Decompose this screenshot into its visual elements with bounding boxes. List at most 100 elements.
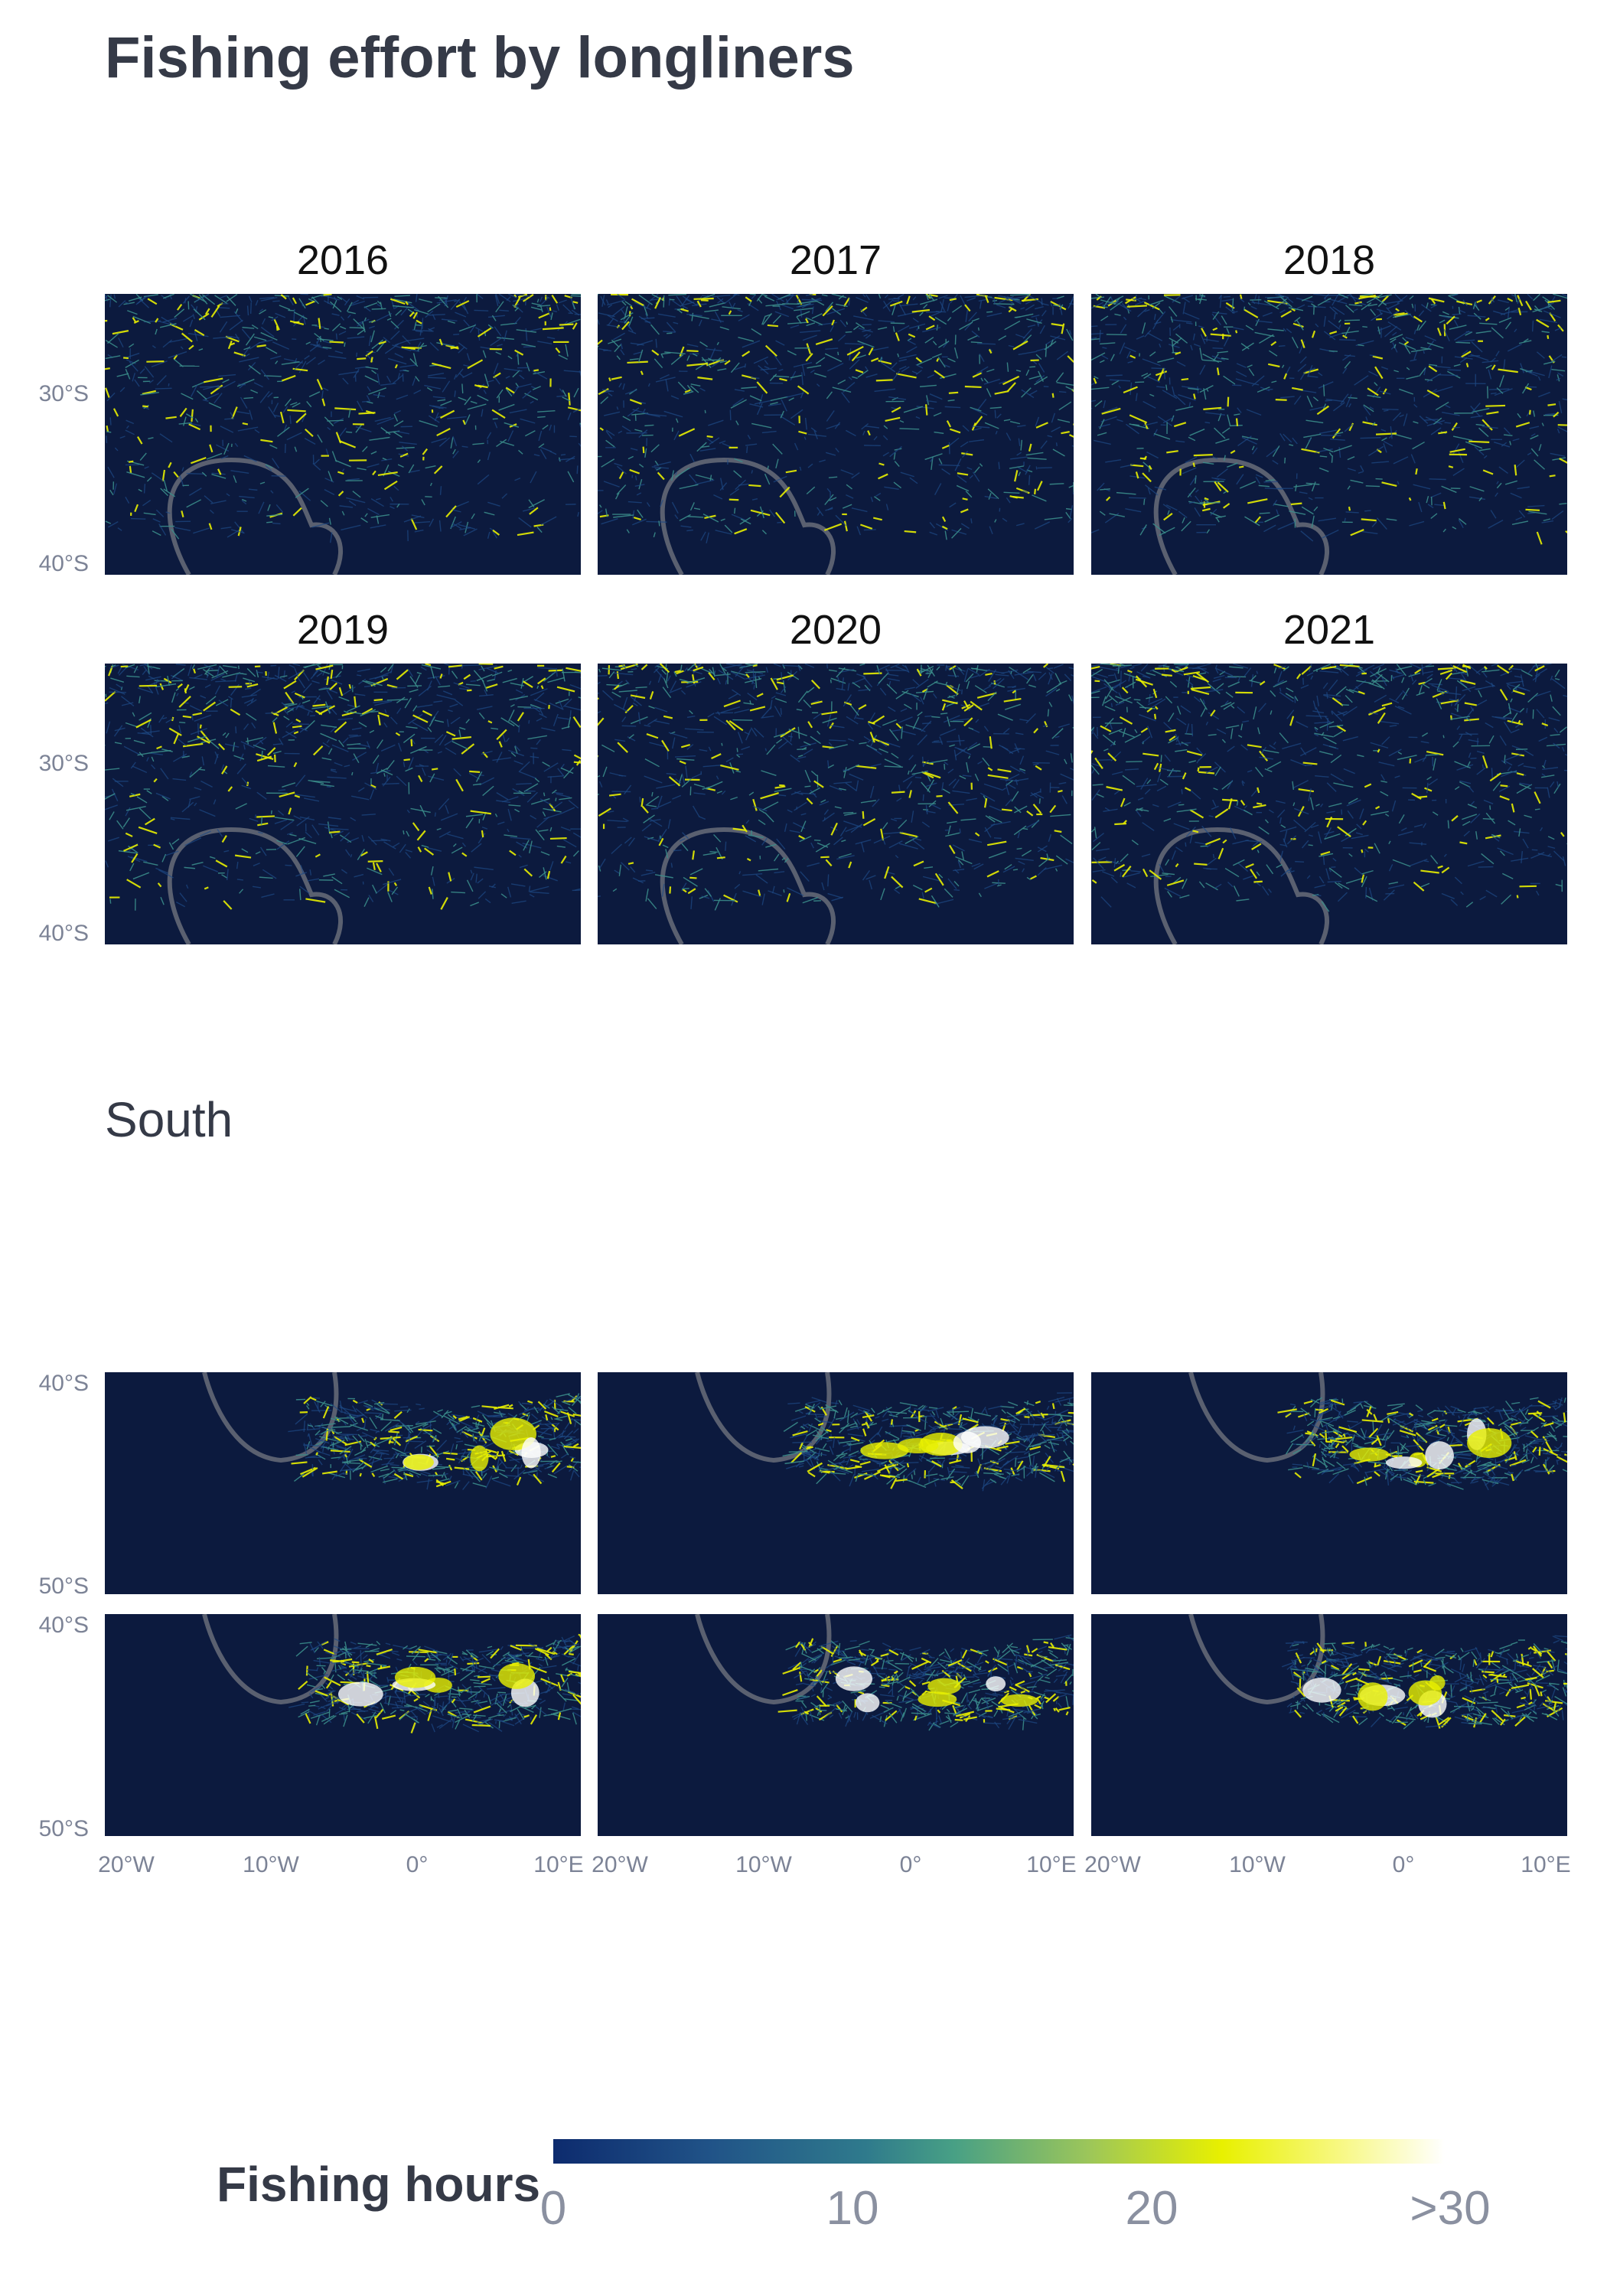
fishing-track: [659, 373, 670, 380]
fishing-track: [1314, 727, 1318, 732]
fishing-track: [987, 840, 1007, 846]
fishing-track: [964, 385, 982, 389]
fishing-track: [1411, 679, 1417, 685]
fishing-track: [557, 768, 565, 777]
fishing-track: [399, 452, 409, 458]
fishing-track: [1091, 338, 1100, 341]
fishing-track: [155, 509, 165, 517]
fishing-track: [957, 475, 967, 483]
fishing-track: [770, 677, 778, 690]
fishing-track: [1337, 294, 1351, 302]
fishing-track: [461, 383, 464, 393]
fishing-track: [725, 757, 734, 762]
fishing-track: [1054, 868, 1058, 872]
fishing-track: [375, 762, 380, 772]
fishing-track: [598, 388, 609, 396]
fishing-track: [1292, 779, 1309, 789]
fishing-track: [1384, 300, 1403, 305]
fishing-track: [825, 859, 833, 867]
fishing-track: [984, 823, 996, 833]
fishing-track: [1149, 299, 1164, 306]
fishing-track: [292, 507, 302, 517]
fishing-track: [845, 782, 857, 791]
fishing-track: [546, 870, 551, 879]
fishing-track: [1025, 713, 1036, 724]
fishing-track: [445, 731, 456, 737]
fishing-track: [903, 406, 924, 413]
fishing-track: [476, 294, 484, 299]
fishing-track: [155, 792, 171, 800]
fishing-track: [1496, 482, 1502, 489]
fishing-track: [629, 358, 639, 360]
fishing-track: [1335, 432, 1344, 435]
fishing-track: [684, 728, 704, 731]
fishing-track: [1135, 471, 1139, 479]
fishing-track: [654, 468, 660, 470]
fishing-track: [188, 771, 193, 778]
fishing-track: [214, 753, 219, 765]
fishing-track: [1301, 295, 1313, 302]
fishing-track: [1472, 407, 1490, 413]
fishing-track: [865, 875, 876, 880]
fishing-track: [886, 683, 898, 694]
fishing-track: [158, 523, 167, 536]
fishing-track: [1223, 455, 1226, 461]
fishing-track: [1366, 294, 1383, 304]
fishing-track: [339, 427, 347, 437]
fishing-track: [422, 709, 432, 716]
fishing-track: [855, 369, 864, 373]
fishing-track: [494, 814, 498, 817]
fishing-track: [798, 835, 806, 840]
fishing-track: [204, 377, 223, 383]
fishing-track: [1350, 479, 1364, 484]
fishing-track: [163, 488, 176, 497]
fishing-track: [329, 341, 344, 344]
fishing-track: [821, 711, 838, 716]
fishing-track: [745, 673, 750, 678]
fishing-track: [863, 735, 871, 742]
fishing-track: [275, 360, 279, 364]
fishing-track: [911, 693, 921, 703]
fishing-track: [446, 719, 449, 727]
fishing-track: [1406, 367, 1410, 370]
fishing-track: [949, 428, 961, 434]
fishing-track: [947, 716, 950, 727]
fishing-track: [757, 298, 763, 304]
fishing-track: [487, 501, 500, 507]
fishing-track: [1035, 374, 1045, 383]
fishing-track: [193, 527, 210, 534]
fishing-track: [253, 863, 260, 866]
fishing-track: [268, 406, 276, 419]
fishing-track: [825, 452, 836, 456]
fishing-track: [163, 677, 172, 683]
fishing-track: [1199, 347, 1203, 360]
fishing-track: [1435, 365, 1451, 369]
fishing-track: [765, 843, 777, 848]
fishing-track: [287, 837, 306, 845]
fishing-track: [1091, 302, 1104, 309]
fishing-track: [556, 793, 571, 798]
fishing-track: [878, 462, 885, 466]
fishing-track: [872, 715, 885, 725]
fishing-track: [1328, 452, 1332, 457]
fishing-track: [246, 713, 257, 721]
fishing-track: [1255, 318, 1260, 327]
fishing-track: [337, 491, 344, 497]
fishing-track: [616, 355, 621, 360]
fishing-track: [953, 347, 959, 359]
fishing-track: [1103, 698, 1113, 704]
fishing-track: [905, 687, 915, 690]
fishing-track: [1231, 705, 1235, 709]
fishing-track: [369, 729, 375, 733]
fishing-track: [406, 809, 410, 814]
fishing-track: [756, 381, 768, 394]
fishing-track: [334, 407, 357, 411]
fishing-track: [742, 351, 751, 357]
fishing-track: [1094, 400, 1103, 407]
fishing-track: [834, 422, 841, 429]
fishing-track: [1198, 881, 1205, 889]
fishing-track: [1342, 706, 1358, 717]
fishing-track: [422, 448, 429, 455]
fishing-track: [510, 752, 517, 757]
fishing-track: [401, 445, 408, 452]
